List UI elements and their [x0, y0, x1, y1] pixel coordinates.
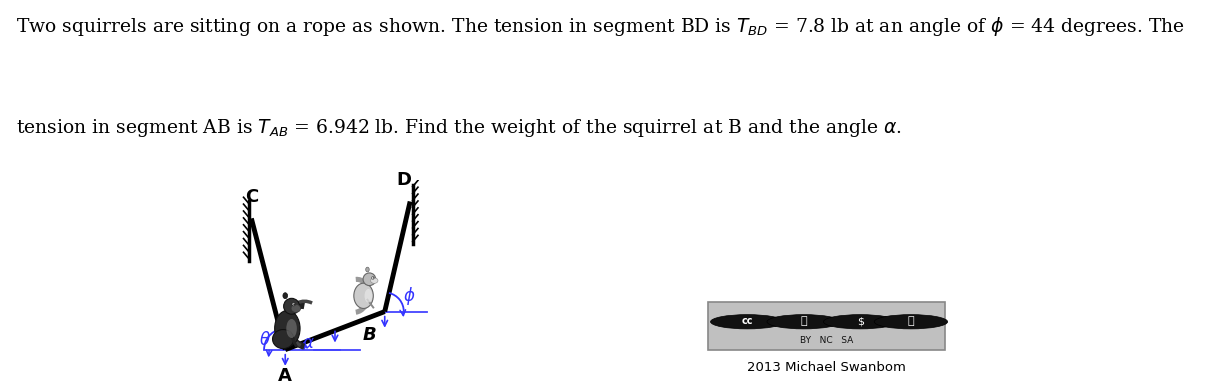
Ellipse shape	[283, 298, 299, 314]
Circle shape	[372, 276, 374, 279]
Ellipse shape	[363, 273, 375, 286]
Text: C: C	[244, 188, 258, 206]
Text: Ⓢ: Ⓢ	[800, 316, 807, 326]
Text: tension in segment AB is $\mathit{T}_{AB}$ = 6.942 lb. Find the weight of the sq: tension in segment AB is $\mathit{T}_{AB…	[16, 117, 902, 139]
Circle shape	[767, 315, 840, 329]
Ellipse shape	[275, 310, 301, 347]
Text: B: B	[363, 327, 377, 345]
Ellipse shape	[371, 278, 378, 283]
Text: $\phi$: $\phi$	[402, 285, 415, 307]
Text: $\alpha$: $\alpha$	[302, 334, 315, 352]
Text: A: A	[279, 367, 292, 385]
Circle shape	[823, 315, 897, 329]
Ellipse shape	[283, 293, 287, 299]
Text: $\theta$: $\theta$	[259, 331, 271, 349]
Ellipse shape	[286, 319, 297, 338]
Text: Two squirrels are sitting on a rope as shown. The tension in segment BD is $\mat: Two squirrels are sitting on a rope as s…	[16, 15, 1185, 38]
Ellipse shape	[364, 289, 372, 303]
Ellipse shape	[353, 283, 373, 309]
Ellipse shape	[366, 267, 369, 272]
Text: 2013 Michael Swanbom: 2013 Michael Swanbom	[747, 361, 906, 374]
Circle shape	[292, 303, 296, 306]
Circle shape	[710, 315, 784, 329]
Text: Ⓞ: Ⓞ	[908, 316, 914, 326]
Text: D: D	[396, 171, 411, 189]
Circle shape	[293, 303, 294, 305]
Text: BY   NC   SA: BY NC SA	[800, 336, 853, 345]
Circle shape	[874, 315, 947, 329]
Ellipse shape	[272, 330, 293, 348]
Ellipse shape	[291, 304, 301, 312]
Text: $: $	[856, 316, 864, 326]
Text: cc: cc	[741, 316, 753, 326]
FancyBboxPatch shape	[708, 302, 945, 350]
